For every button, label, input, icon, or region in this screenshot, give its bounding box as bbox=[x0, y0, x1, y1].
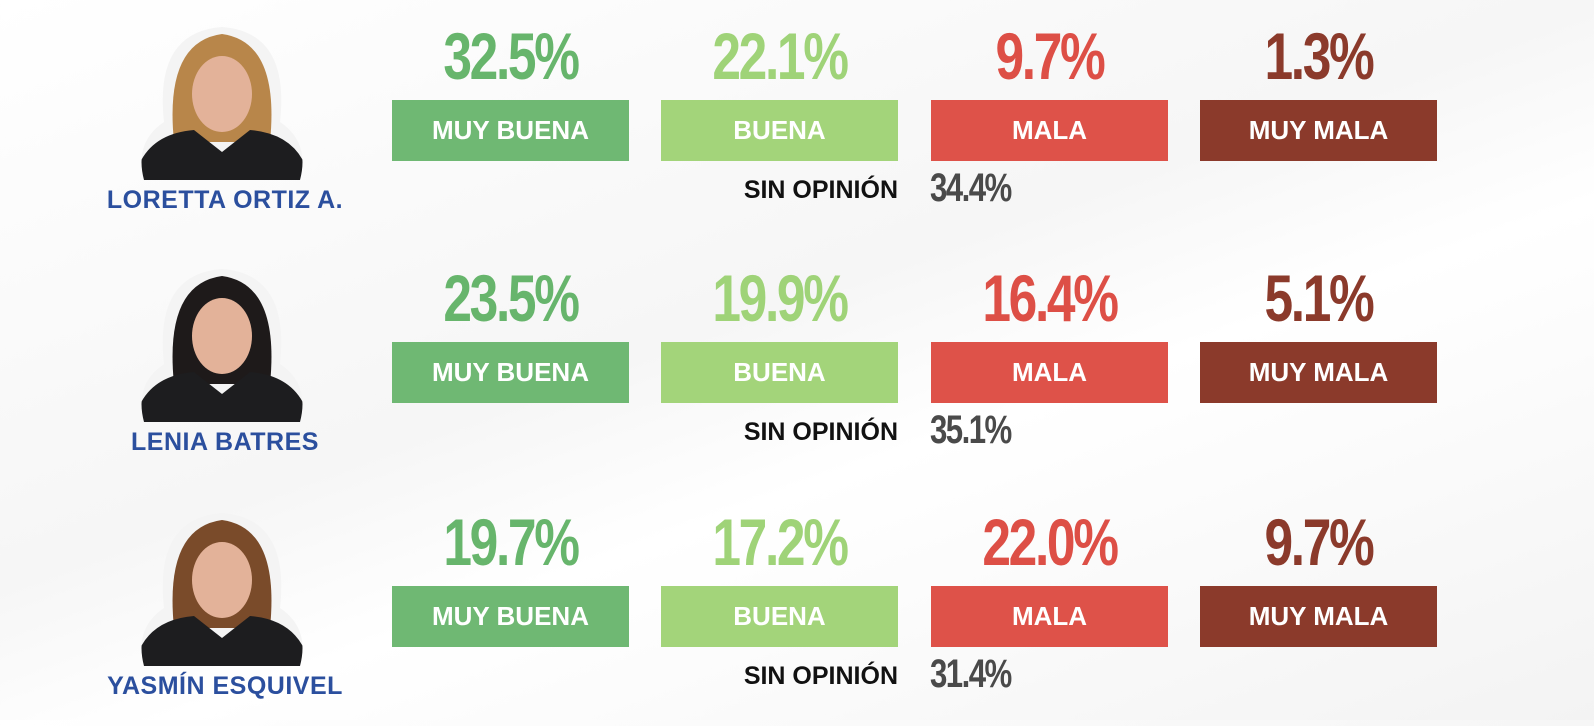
rating-value: 32.5% bbox=[443, 19, 580, 93]
rating-value: 9.7% bbox=[995, 19, 1106, 93]
rating-label: BUENA bbox=[661, 586, 898, 647]
rating-label: MUY MALA bbox=[1200, 586, 1437, 647]
rating-label: MUY BUENA bbox=[392, 342, 629, 403]
person-name: LORETTA ORTIZ A. bbox=[106, 186, 344, 214]
rating-value: 17.2% bbox=[712, 505, 849, 579]
rating-value: 16.4% bbox=[982, 261, 1119, 335]
rating-label: MALA bbox=[931, 342, 1168, 403]
rating-label: MUY BUENA bbox=[392, 100, 629, 161]
rating-value: 22.1% bbox=[712, 19, 849, 93]
no-opinion-label: SIN OPINIÓN bbox=[743, 418, 898, 446]
rating-value: 9.7% bbox=[1264, 505, 1375, 579]
portrait bbox=[141, 513, 303, 666]
rating-label: MALA bbox=[931, 100, 1168, 161]
rating-value: 23.5% bbox=[443, 261, 580, 335]
photo bbox=[134, 264, 310, 422]
photo bbox=[134, 508, 310, 666]
rating-label: MUY BUENA bbox=[392, 586, 629, 647]
rating-label: MALA bbox=[931, 586, 1168, 647]
rating-value: 19.7% bbox=[443, 505, 580, 579]
no-opinion-value: 34.4% bbox=[930, 166, 1012, 210]
rating-label: BUENA bbox=[661, 342, 898, 403]
rating-value: 5.1% bbox=[1264, 261, 1375, 335]
portrait bbox=[141, 27, 303, 180]
rating-label: MUY MALA bbox=[1200, 342, 1437, 403]
person-row: LENIA BATRES 23.5% MUY BUENA 19.9% BUENA 16.4… bbox=[0, 242, 1594, 482]
portrait bbox=[141, 269, 303, 422]
photo bbox=[134, 22, 310, 180]
person-row: LORETTA ORTIZ A. 32.5% MUY BUENA 22.1% BUENA… bbox=[0, 0, 1594, 240]
no-opinion-value: 35.1% bbox=[930, 408, 1012, 452]
person-name: LENIA BATRES bbox=[131, 428, 319, 456]
no-opinion-label: SIN OPINIÓN bbox=[743, 662, 898, 690]
rating-value: 22.0% bbox=[982, 505, 1119, 579]
rating-label: MUY MALA bbox=[1200, 100, 1437, 161]
rating-value: 1.3% bbox=[1264, 19, 1375, 93]
person-name: YASMÍN ESQUIVEL bbox=[107, 672, 343, 700]
rating-value: 19.9% bbox=[712, 261, 849, 335]
person-row: YASMÍN ESQUIVEL 19.7% MUY BUENA 17.2% BUENA 2… bbox=[0, 486, 1594, 726]
rating-label: BUENA bbox=[661, 100, 898, 161]
no-opinion-label: SIN OPINIÓN bbox=[743, 176, 898, 204]
no-opinion-value: 31.4% bbox=[930, 652, 1012, 696]
